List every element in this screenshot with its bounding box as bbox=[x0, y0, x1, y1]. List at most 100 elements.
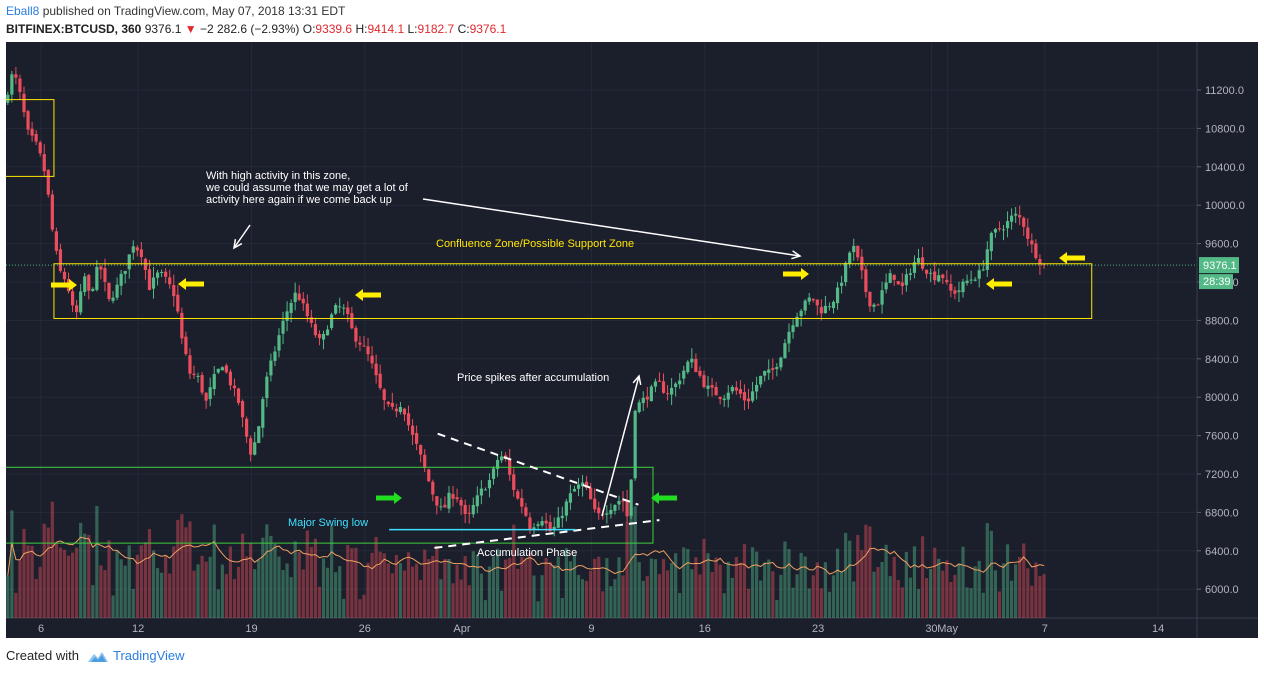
volume-bar bbox=[536, 601, 540, 618]
candle-body bbox=[220, 367, 224, 371]
volume-bar bbox=[710, 571, 714, 618]
candle-body bbox=[856, 245, 860, 258]
candle-body bbox=[358, 342, 362, 345]
volume-bar bbox=[487, 566, 492, 618]
candle-body bbox=[564, 501, 568, 516]
candle-body bbox=[552, 526, 556, 531]
volume-bar bbox=[803, 556, 807, 618]
volume-bar bbox=[208, 556, 212, 618]
volume-bar bbox=[876, 567, 880, 618]
candle-body bbox=[135, 247, 139, 251]
volume-bar bbox=[779, 574, 783, 618]
volume-bar bbox=[977, 560, 981, 618]
volume-bar bbox=[475, 554, 479, 618]
volume-bar bbox=[548, 562, 552, 618]
volume-bars bbox=[6, 501, 1046, 618]
volume-bar bbox=[896, 580, 900, 618]
candle-body bbox=[831, 301, 836, 309]
volume-bar bbox=[759, 580, 763, 618]
candle-body bbox=[738, 389, 743, 394]
volume-bar bbox=[249, 542, 253, 618]
arrow-left-icon bbox=[178, 278, 204, 290]
candle-body bbox=[807, 297, 811, 302]
volume-bar bbox=[467, 585, 471, 618]
volume-bar bbox=[629, 508, 633, 618]
candle-body bbox=[232, 385, 237, 389]
volume-bar bbox=[633, 506, 637, 618]
tradingview-link[interactable]: TradingView bbox=[112, 648, 185, 663]
candle-body bbox=[176, 294, 180, 312]
volume-bar bbox=[1018, 557, 1022, 618]
candle-body bbox=[192, 373, 196, 376]
candle-body bbox=[309, 317, 313, 323]
candle-body bbox=[99, 266, 103, 270]
price-chart[interactable]: 6000.0 6400.0 6800.0 7200.0 7600.0 8000.0 8400… bbox=[6, 42, 1258, 638]
candle-body bbox=[892, 274, 896, 280]
candle-body bbox=[965, 280, 969, 284]
price-tick-label: 8000.0 bbox=[1205, 392, 1239, 404]
volume-bar bbox=[839, 571, 844, 618]
volume-bar bbox=[613, 579, 617, 618]
candle-body bbox=[961, 281, 965, 293]
candle-body bbox=[941, 274, 945, 279]
candle-body bbox=[625, 500, 629, 517]
volume-bar bbox=[204, 561, 208, 618]
candle-body bbox=[924, 269, 929, 274]
candle-body bbox=[46, 169, 50, 195]
volume-bar bbox=[172, 546, 176, 618]
candle-body bbox=[382, 389, 386, 401]
candle-body bbox=[107, 282, 111, 299]
volume-bar bbox=[807, 588, 811, 618]
candle-body bbox=[208, 387, 212, 400]
candle-body bbox=[779, 357, 783, 368]
candle-body bbox=[321, 333, 326, 340]
candle-body bbox=[544, 520, 548, 524]
volume-bar bbox=[10, 510, 14, 618]
candle-body bbox=[945, 279, 949, 283]
volume-bar bbox=[160, 572, 164, 618]
volume-bar bbox=[313, 538, 318, 618]
candle-body bbox=[147, 269, 152, 290]
volume-bar bbox=[767, 559, 771, 618]
volume-bar bbox=[892, 556, 896, 618]
volume-bar bbox=[38, 566, 42, 618]
candle-body bbox=[706, 385, 710, 389]
candle-body bbox=[483, 489, 488, 491]
volume-bar bbox=[50, 501, 54, 618]
candle-body bbox=[423, 454, 427, 468]
arrow-left-icon bbox=[1059, 252, 1085, 264]
volume-bar bbox=[508, 557, 512, 618]
candle-body bbox=[702, 375, 706, 388]
volume-bar bbox=[1038, 576, 1042, 618]
candle-body bbox=[597, 507, 601, 514]
candle-body bbox=[58, 249, 63, 271]
candle-body bbox=[350, 313, 354, 329]
author-link[interactable]: Eball8 bbox=[6, 4, 40, 18]
candle-body bbox=[390, 402, 394, 407]
volume-bar bbox=[479, 573, 483, 618]
top-left-box bbox=[6, 99, 55, 177]
time-tick-label: 16 bbox=[699, 623, 711, 635]
volume-bar bbox=[378, 551, 382, 618]
arrow-right-icon bbox=[376, 492, 402, 504]
volume-bar bbox=[390, 573, 394, 618]
volume-bar bbox=[70, 552, 75, 618]
volume-bar bbox=[528, 553, 532, 618]
candle-body bbox=[912, 262, 917, 273]
volume-bar bbox=[91, 585, 95, 618]
volume-bar bbox=[580, 579, 585, 618]
annotation-price-spikes: Price spikes after accumulation bbox=[457, 372, 609, 384]
volume-bar bbox=[544, 558, 548, 618]
candle-body bbox=[823, 305, 828, 314]
volume-bar bbox=[6, 575, 10, 618]
volume-bar bbox=[783, 541, 787, 618]
chart-panel[interactable]: 6000.0 6400.0 6800.0 7200.0 7600.0 8000.0 8400… bbox=[6, 42, 1258, 638]
candle-body bbox=[556, 517, 560, 528]
volume-bar bbox=[985, 523, 989, 618]
volume-bar bbox=[285, 563, 289, 618]
time-tick-label: 12 bbox=[132, 623, 144, 635]
volume-bar bbox=[763, 562, 767, 618]
volume-bar bbox=[997, 591, 1002, 618]
candle-body bbox=[1042, 264, 1046, 266]
volume-bar bbox=[455, 564, 459, 618]
